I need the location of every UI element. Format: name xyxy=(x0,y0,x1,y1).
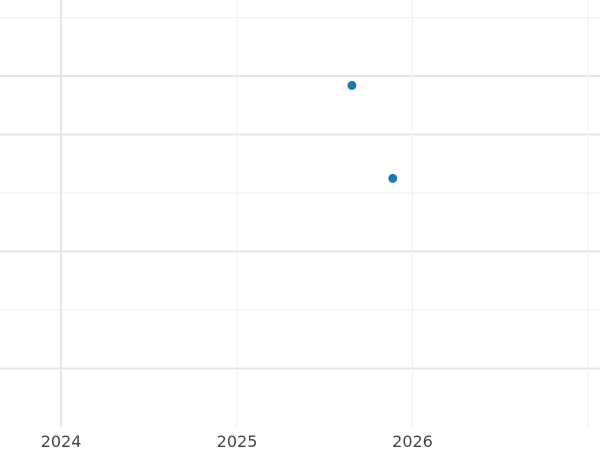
data-point xyxy=(347,80,357,90)
data-point xyxy=(388,173,398,183)
x-tick-label: 2025 xyxy=(217,432,258,450)
x-tick-label: 2024 xyxy=(41,432,82,450)
x-axis-ticks: 2024 2025 2026 xyxy=(41,432,433,450)
grid xyxy=(0,0,600,427)
x-tick-label: 2026 xyxy=(392,432,433,450)
data-points xyxy=(347,80,398,183)
